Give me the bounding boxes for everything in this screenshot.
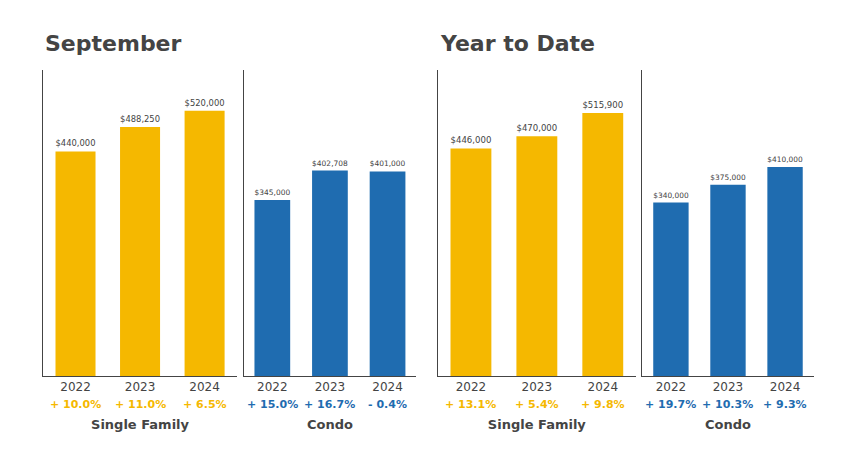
- svg-text:2023: 2023: [315, 380, 346, 394]
- svg-text:+ 19.7%: + 19.7%: [645, 398, 696, 411]
- svg-text:Single Family: Single Family: [488, 417, 587, 432]
- svg-text:Condo: Condo: [705, 417, 751, 432]
- svg-text:Condo: Condo: [307, 417, 353, 432]
- svg-text:Year to Date: Year to Date: [440, 31, 595, 56]
- svg-text:$401,000: $401,000: [370, 159, 406, 168]
- svg-text:2023: 2023: [522, 380, 553, 394]
- svg-text:September: September: [45, 31, 182, 56]
- svg-text:2022: 2022: [257, 380, 288, 394]
- svg-text:$470,000: $470,000: [516, 123, 557, 133]
- svg-text:$488,250: $488,250: [120, 114, 160, 124]
- svg-text:+ 13.1%: + 13.1%: [445, 398, 496, 411]
- svg-text:+ 10.0%: + 10.0%: [50, 398, 101, 411]
- svg-text:$515,900: $515,900: [582, 100, 623, 110]
- svg-text:+ 6.5%: + 6.5%: [183, 398, 227, 411]
- svg-text:+ 9.8%: + 9.8%: [581, 398, 625, 411]
- svg-text:$446,000: $446,000: [451, 135, 492, 145]
- svg-text:2024: 2024: [372, 380, 403, 394]
- svg-text:+ 15.0%: + 15.0%: [247, 398, 298, 411]
- svg-text:2022: 2022: [456, 380, 487, 394]
- svg-text:2024: 2024: [189, 380, 220, 394]
- svg-text:$340,000: $340,000: [653, 191, 689, 200]
- svg-text:$410,000: $410,000: [767, 155, 803, 164]
- svg-text:$345,000: $345,000: [255, 188, 291, 197]
- svg-text:- 0.4%: - 0.4%: [368, 398, 407, 411]
- svg-text:2024: 2024: [588, 380, 619, 394]
- svg-text:$520,000: $520,000: [185, 98, 225, 108]
- svg-text:$402,708: $402,708: [312, 159, 348, 168]
- svg-text:+ 9.3%: + 9.3%: [763, 398, 807, 411]
- svg-text:2023: 2023: [713, 380, 744, 394]
- svg-text:+ 11.0%: + 11.0%: [115, 398, 166, 411]
- svg-text:+ 16.7%: + 16.7%: [304, 398, 355, 411]
- svg-text:+ 5.4%: + 5.4%: [515, 398, 559, 411]
- svg-text:2023: 2023: [125, 380, 156, 394]
- svg-text:2022: 2022: [656, 380, 687, 394]
- svg-text:2022: 2022: [60, 380, 91, 394]
- svg-text:2024: 2024: [770, 380, 801, 394]
- svg-text:+ 10.3%: + 10.3%: [702, 398, 753, 411]
- svg-text:$375,000: $375,000: [710, 173, 746, 182]
- svg-text:$440,000: $440,000: [56, 138, 96, 148]
- svg-text:Single Family: Single Family: [91, 417, 190, 432]
